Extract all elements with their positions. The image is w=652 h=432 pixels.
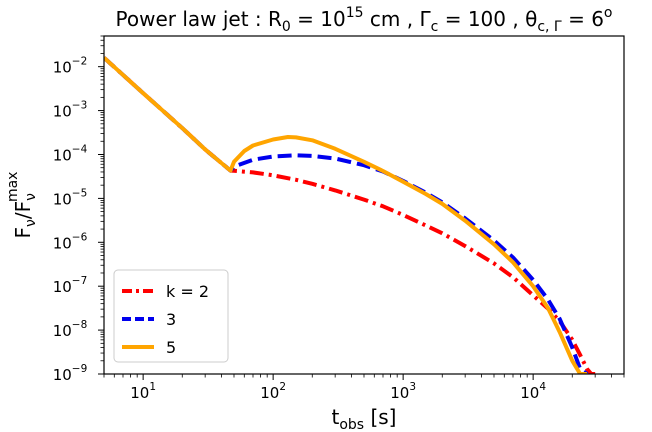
chart-title: Power law jet : R0 = 1015 cm , Γc = 100 … — [116, 5, 613, 35]
x-tick-label: 101 — [130, 381, 156, 402]
series-layer — [104, 56, 596, 374]
legend-label-3: 5 — [166, 338, 176, 357]
y-tick-label: 10−8 — [53, 319, 88, 340]
x-tick-label: 102 — [260, 381, 286, 402]
y-axis-label: Fν/Fνmax — [5, 172, 39, 239]
legend-box — [113, 269, 229, 363]
x-axis-label: tobs [s] — [332, 405, 397, 432]
y-tick-label: 10−4 — [53, 143, 88, 164]
x-tick-label: 103 — [390, 381, 416, 402]
legend-label-1: k = 2 — [166, 282, 209, 301]
legend: k = 2 3 5 — [113, 269, 229, 363]
y-tick-label: 10−3 — [53, 100, 88, 121]
y-tick-label: 10−9 — [53, 363, 88, 384]
y-tick-label: 10−5 — [53, 187, 88, 208]
legend-label-2: 3 — [166, 310, 176, 329]
series-line-3 — [104, 56, 588, 374]
x-tick-label: 104 — [520, 381, 546, 402]
tick-layer: 101 102 103 104 10−2 10−3 10−4 10−5 10−6 10−7 10−8… — [53, 35, 625, 402]
y-tick-label: 10−2 — [53, 56, 88, 77]
y-tick-label: 10−6 — [53, 231, 88, 252]
y-tick-label: 10−7 — [53, 275, 88, 296]
